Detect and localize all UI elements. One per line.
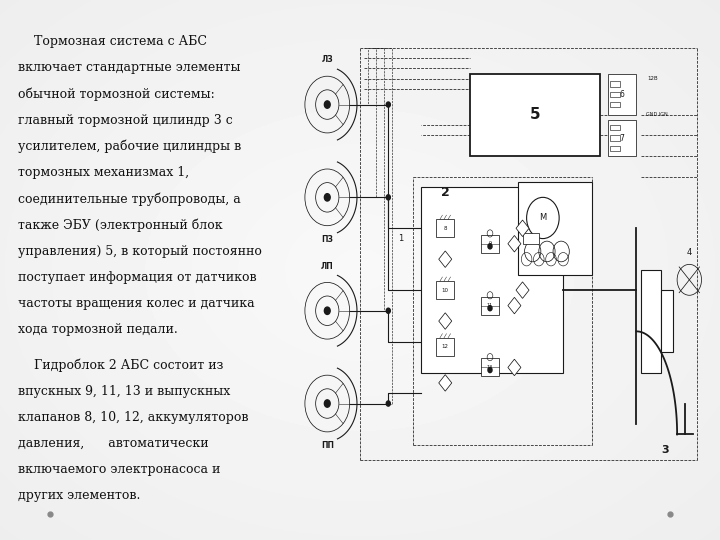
Bar <box>481 359 499 376</box>
Circle shape <box>386 401 390 406</box>
Text: 11: 11 <box>487 303 493 308</box>
Text: 7: 7 <box>620 133 625 143</box>
Text: 1: 1 <box>398 234 403 243</box>
Text: управления) 5, в который постоянно: управления) 5, в который постоянно <box>18 245 262 258</box>
Polygon shape <box>516 282 529 299</box>
Text: усилителем, рабочие цилиндры в: усилителем, рабочие цилиндры в <box>18 140 241 153</box>
Circle shape <box>386 102 390 107</box>
Bar <box>641 269 661 373</box>
Text: включает стандартные элементы: включает стандартные элементы <box>18 61 240 75</box>
Text: частоты вращения колес и датчика: частоты вращения колес и датчика <box>18 297 255 310</box>
Text: ЛП: ЛП <box>321 261 333 271</box>
Bar <box>481 296 499 315</box>
Text: 6: 6 <box>620 90 625 99</box>
Text: клапанов 8, 10, 12, аккумуляторов: клапанов 8, 10, 12, аккумуляторов <box>18 411 248 424</box>
Bar <box>661 290 673 352</box>
Bar <box>481 235 499 253</box>
Text: также ЭБУ (электронный блок: также ЭБУ (электронный блок <box>18 218 222 232</box>
Text: давления,      автоматически: давления, автоматически <box>18 437 209 450</box>
Text: ЛЗ: ЛЗ <box>321 56 333 64</box>
Text: 8: 8 <box>444 226 447 231</box>
Text: М: М <box>539 213 546 222</box>
Text: других элементов.: других элементов. <box>18 489 140 503</box>
Bar <box>436 219 454 237</box>
Text: GND IGN: GND IGN <box>646 112 667 117</box>
Bar <box>610 82 620 86</box>
Bar <box>610 125 620 130</box>
Circle shape <box>488 367 492 373</box>
Text: главный тормозной цилиндр 3 с: главный тормозной цилиндр 3 с <box>18 113 233 127</box>
Text: 2: 2 <box>441 186 449 199</box>
Circle shape <box>325 400 330 407</box>
Circle shape <box>386 308 390 313</box>
Text: Гидроблок 2 АБС состоит из: Гидроблок 2 АБС состоит из <box>18 359 223 372</box>
Text: 12В: 12В <box>647 76 658 82</box>
Text: хода тормозной педали.: хода тормозной педали. <box>18 323 178 336</box>
Polygon shape <box>508 359 521 376</box>
Bar <box>610 92 620 97</box>
Bar <box>610 136 620 140</box>
Text: 9: 9 <box>488 241 492 246</box>
Polygon shape <box>516 220 529 237</box>
Polygon shape <box>508 298 521 314</box>
Text: впускных 9, 11, 13 и выпускных: впускных 9, 11, 13 и выпускных <box>18 384 230 398</box>
Circle shape <box>325 307 330 314</box>
Text: 4: 4 <box>687 248 692 256</box>
Polygon shape <box>438 375 451 391</box>
Text: тормозных механизмах 1,: тормозных механизмах 1, <box>18 166 189 179</box>
Circle shape <box>488 306 492 310</box>
Circle shape <box>488 244 492 249</box>
Text: Тормозная система с АБС: Тормозная система с АБС <box>18 35 207 48</box>
Text: обычной тормозной системы:: обычной тормозной системы: <box>18 87 215 101</box>
Bar <box>608 120 636 156</box>
Text: 13: 13 <box>487 365 493 370</box>
Text: 3: 3 <box>661 445 669 455</box>
Text: включаемого электронасоса и: включаемого электронасоса и <box>18 463 220 476</box>
Bar <box>608 73 636 115</box>
Bar <box>436 338 454 356</box>
Text: 10: 10 <box>442 288 449 293</box>
Text: ПП: ПП <box>321 441 334 450</box>
Bar <box>518 182 592 275</box>
Circle shape <box>325 194 330 201</box>
Bar <box>610 102 620 107</box>
Bar <box>420 187 563 373</box>
Text: соединительные трубопроводы, а: соединительные трубопроводы, а <box>18 192 240 206</box>
Text: 12: 12 <box>442 345 449 349</box>
Polygon shape <box>438 251 451 267</box>
Bar <box>469 73 600 156</box>
Polygon shape <box>438 313 451 329</box>
Circle shape <box>325 101 330 108</box>
Text: 5: 5 <box>529 107 540 123</box>
Text: ПЗ: ПЗ <box>321 235 333 244</box>
Bar <box>523 233 539 244</box>
Circle shape <box>386 195 390 200</box>
Bar <box>436 281 454 299</box>
Text: поступает информация от датчиков: поступает информация от датчиков <box>18 271 256 284</box>
Bar <box>610 146 620 151</box>
Polygon shape <box>508 235 521 252</box>
